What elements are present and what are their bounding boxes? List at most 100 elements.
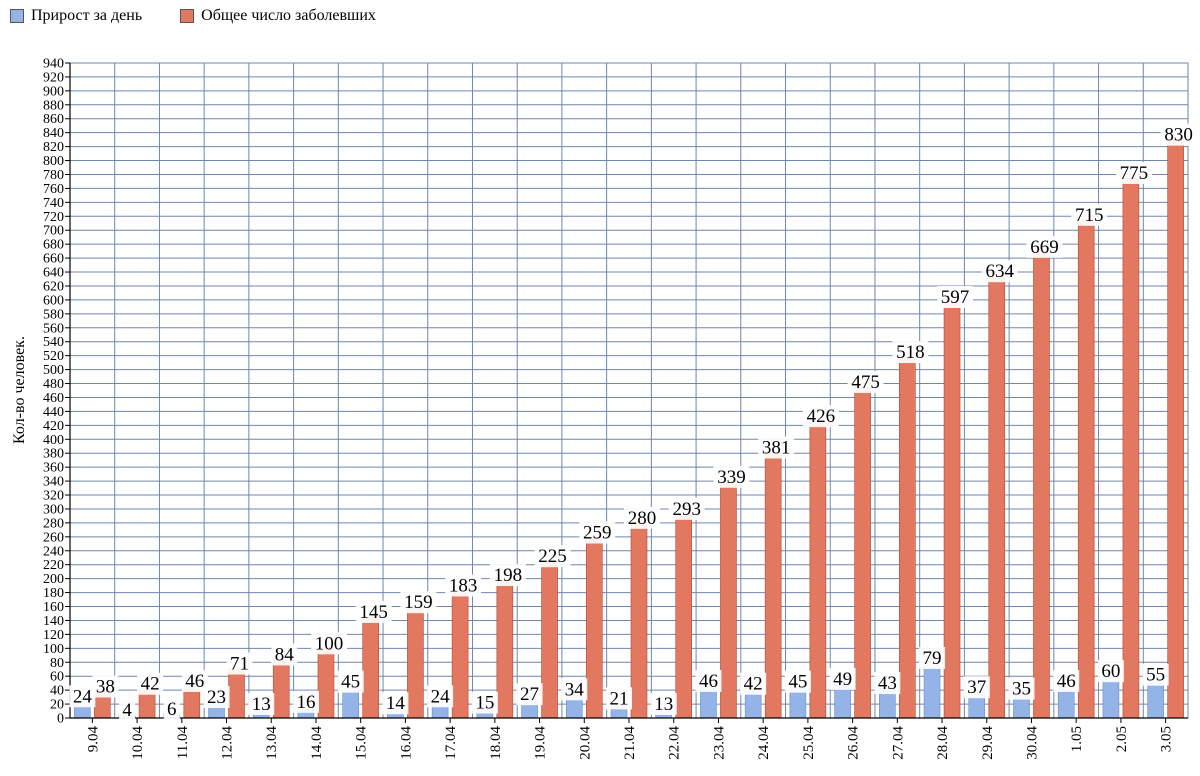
bar-total xyxy=(585,537,603,719)
x-tick-label: 15.04 xyxy=(354,726,370,760)
data-label-total: 830 xyxy=(1164,125,1193,146)
data-label-total-bg xyxy=(981,260,1018,283)
y-tick-label: 340 xyxy=(43,475,64,490)
x-tick-label: 24.04 xyxy=(756,726,772,760)
y-tick-label: 820 xyxy=(43,140,64,155)
data-label-total-bg xyxy=(624,506,660,529)
data-label-daily-bg xyxy=(963,676,990,699)
data-label-daily-bg xyxy=(119,699,136,722)
data-label-total: 280 xyxy=(628,508,657,529)
bar-total xyxy=(1077,219,1095,719)
y-tick-label: 500 xyxy=(43,363,64,378)
data-label-daily: 35 xyxy=(1012,679,1031,700)
data-label-total: 71 xyxy=(230,654,249,675)
bar-total xyxy=(988,275,1006,719)
data-label-daily-bg xyxy=(1053,669,1080,692)
y-tick-label: 600 xyxy=(43,293,64,308)
data-label-total-bg xyxy=(181,669,208,692)
y-tick-label: 720 xyxy=(43,210,64,225)
data-label-total-bg xyxy=(489,564,526,587)
data-label-daily: 21 xyxy=(610,688,629,709)
y-tick-label: 380 xyxy=(43,447,64,462)
y-tick-label: 320 xyxy=(43,489,64,504)
legend-label-total: Общее число заболевших xyxy=(201,7,376,24)
y-tick-label: 220 xyxy=(43,558,64,573)
data-label-daily: 16 xyxy=(296,692,315,713)
data-label-daily-bg xyxy=(337,670,364,693)
bar-daily xyxy=(923,662,941,719)
x-tick-label: 3.05 xyxy=(1159,726,1175,752)
data-label-total: 339 xyxy=(717,467,746,488)
data-label-daily-bg xyxy=(248,692,275,715)
data-label-daily: 15 xyxy=(475,693,494,714)
y-tick-label: 780 xyxy=(43,168,64,183)
y-tick-label: 260 xyxy=(43,530,64,545)
data-label-total: 426 xyxy=(807,406,836,427)
x-tick-label: 2.05 xyxy=(1114,726,1130,752)
data-label-daily: 60 xyxy=(1101,661,1120,682)
bar-total xyxy=(720,481,737,719)
data-label-total: 145 xyxy=(359,602,388,623)
bar-total xyxy=(541,560,558,719)
x-tick-label: 13.04 xyxy=(264,726,280,760)
y-tick-label: 800 xyxy=(43,154,64,169)
x-tick-label: 14.04 xyxy=(309,726,325,760)
data-label-daily: 46 xyxy=(699,671,718,692)
x-tick-label: 22.04 xyxy=(667,726,683,760)
data-labels: 24 38442646237113841610045145141592418315… xyxy=(69,123,1197,722)
y-tick-label: 620 xyxy=(43,279,64,294)
x-tick-label: 10.04 xyxy=(130,726,146,760)
data-label-daily: 37 xyxy=(967,677,986,698)
x-tick-label: 11.04 xyxy=(175,726,191,760)
y-tick-label: 160 xyxy=(43,600,64,615)
data-label-total-bg xyxy=(668,497,705,520)
data-label-daily-bg xyxy=(784,670,811,693)
data-label-total: 38 xyxy=(96,677,115,698)
bar-total xyxy=(630,522,648,719)
data-label-daily-bg xyxy=(516,683,543,706)
data-label-total: 100 xyxy=(315,633,344,654)
data-label-total-bg xyxy=(400,591,437,614)
legend: Прирост за день Общее число заболевших xyxy=(10,7,414,25)
data-label-daily-bg xyxy=(203,685,230,708)
y-tick-label: 80 xyxy=(50,656,64,671)
legend-item-daily[interactable]: Прирост за день xyxy=(10,7,142,25)
x-tick-label: 26.04 xyxy=(846,726,862,760)
bar-total xyxy=(1167,139,1184,719)
data-label-daily: 14 xyxy=(386,693,406,714)
data-label-daily-bg xyxy=(919,646,946,669)
bar-total xyxy=(764,452,782,719)
data-label-total: 775 xyxy=(1120,163,1149,184)
x-tick-label: 25.04 xyxy=(801,726,817,760)
x-tick-label: 1.05 xyxy=(1069,726,1085,752)
legend-item-total[interactable]: Общее число заболевших xyxy=(180,7,376,25)
data-label-daily-bg xyxy=(606,687,632,710)
y-tick-label: 140 xyxy=(43,614,64,629)
data-label-daily-bg xyxy=(561,678,588,701)
y-tick-label: 460 xyxy=(43,391,64,406)
y-tick-label: 680 xyxy=(43,238,64,253)
y-tick-label: 660 xyxy=(43,252,64,267)
data-label-total-bg xyxy=(713,465,750,488)
data-label-total-bg xyxy=(892,341,929,364)
axes: 0204060801001201401601802002202402602803… xyxy=(43,57,1188,760)
bar-total xyxy=(407,606,424,719)
y-tick-label: 880 xyxy=(43,98,64,113)
data-label-total: 198 xyxy=(494,565,523,586)
data-label-daily-bg xyxy=(740,672,767,695)
data-label-daily: 13 xyxy=(252,694,271,715)
bar-total xyxy=(451,590,469,719)
y-tick-label: 920 xyxy=(43,70,64,85)
x-tick-label: 17.04 xyxy=(443,726,459,760)
bar-total xyxy=(317,648,335,719)
data-label-daily: 24 xyxy=(73,686,93,707)
y-tick-label: 520 xyxy=(43,349,64,364)
x-tick-label: 23.04 xyxy=(711,726,727,760)
x-tick-label: 27.04 xyxy=(890,726,906,760)
bar-total xyxy=(228,668,245,719)
y-tick-label: 740 xyxy=(43,196,64,211)
data-label-daily-bg xyxy=(69,685,96,708)
y-tick-label: 480 xyxy=(43,377,64,392)
y-tick-label: 760 xyxy=(43,182,64,197)
